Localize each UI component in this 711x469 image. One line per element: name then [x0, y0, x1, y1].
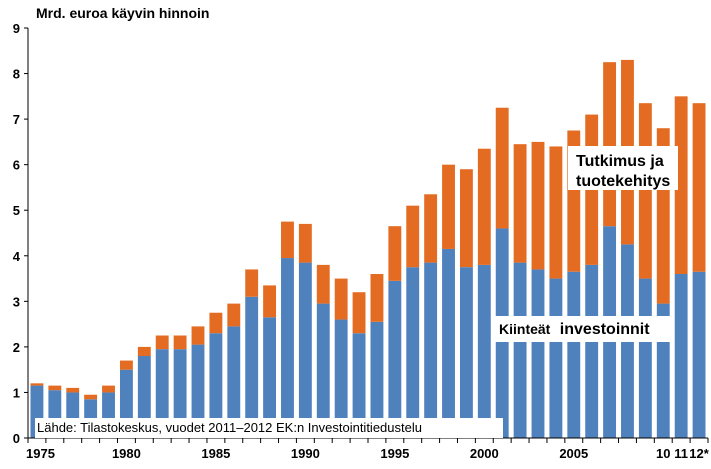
bar-fixed-investments — [227, 326, 241, 438]
x-tick-label: 1980 — [112, 446, 141, 461]
bar-rd — [388, 226, 402, 281]
bar-fixed-investments — [263, 317, 277, 438]
bar-fixed-investments — [137, 356, 151, 438]
bar-rd — [191, 326, 205, 345]
rd-label-bg — [568, 146, 678, 190]
bar-rd — [281, 221, 294, 259]
bar-rd — [298, 223, 312, 263]
bar-rd — [495, 107, 509, 229]
bar-fixed-investments — [281, 258, 294, 438]
y-tick-label: 6 — [13, 158, 20, 173]
bar-rd — [424, 194, 438, 263]
bar-rd — [406, 205, 420, 268]
bar-fixed-investments — [370, 321, 384, 438]
bar-fixed-investments — [155, 349, 169, 438]
bar-fixed-investments — [334, 319, 348, 438]
rd-label-line2: tuotekehitys — [576, 173, 670, 190]
bar-fixed-investments — [585, 264, 599, 438]
x-tick-label: 1985 — [201, 446, 230, 461]
bar-rd — [316, 264, 330, 304]
bar-rd — [352, 292, 366, 334]
bar-fixed-investments — [477, 264, 491, 438]
bar-rd — [84, 394, 98, 400]
y-axis: 0 1 2 3 4 5 6 7 8 9 — [13, 21, 29, 446]
bar-fixed-investments — [406, 267, 420, 438]
source-note: Lähde: Tilastokeskus, vuodet 2011–2012 E… — [37, 420, 422, 435]
rd-label-line1: Tutkimus ja — [576, 153, 664, 170]
fixed-label: Kiinteät investoinnit — [499, 321, 650, 338]
bar-fixed-investments — [531, 269, 545, 438]
bar-fixed-investments — [549, 278, 563, 438]
x-tick-label: 2000 — [470, 446, 499, 461]
x-tick-label: 11 — [674, 446, 688, 461]
bar-fixed-investments — [352, 333, 366, 438]
bar-rd — [173, 335, 187, 350]
bar-fixed-investments — [209, 333, 223, 438]
x-tick-label: 1995 — [380, 446, 409, 461]
bar-rd — [638, 103, 652, 279]
y-tick-label: 2 — [13, 340, 20, 355]
bar-rd — [137, 346, 151, 356]
y-tick-label: 3 — [13, 294, 20, 309]
bar-fixed-investments — [298, 262, 312, 438]
bar-rd — [674, 96, 688, 274]
source-note-bg — [35, 418, 503, 438]
y-tick-label: 0 — [13, 431, 20, 446]
x-tick-label: 2005 — [559, 446, 588, 461]
bar-rd — [66, 387, 80, 393]
x-tick-label: 1975 — [26, 446, 55, 461]
bar-rd — [30, 383, 44, 386]
bar-fixed-investments — [388, 280, 402, 438]
bar-fixed-investments — [638, 278, 652, 438]
bar-fixed-investments — [442, 248, 455, 438]
bar-rd — [155, 335, 169, 350]
bar-rd — [48, 385, 62, 391]
bar-rd — [119, 360, 133, 370]
bar-fixed-investments — [674, 274, 688, 438]
y-tick-label: 7 — [13, 112, 20, 127]
bar-rd — [531, 141, 545, 270]
x-tick-label: 1990 — [291, 446, 320, 461]
bar-fixed-investments — [459, 267, 473, 438]
bar-fixed-investments — [245, 296, 259, 438]
bar-rd — [245, 269, 259, 297]
bar-rd — [459, 169, 473, 268]
fixed-label-prefix: Kiinteät — [499, 321, 551, 337]
bar-fixed-investments — [692, 271, 706, 438]
bar-rd — [334, 278, 348, 320]
bar-rd — [209, 312, 223, 334]
x-tick-label: 10 — [656, 446, 670, 461]
y-tick-label: 9 — [13, 21, 20, 36]
x-tick-label: 12* — [689, 446, 709, 461]
bar-rd — [102, 385, 115, 393]
bar-fixed-investments — [513, 262, 527, 438]
bar-fixed-investments — [316, 303, 330, 438]
fixed-label-suffix: investoinnit — [560, 321, 650, 338]
x-axis: 1975 1980 1985 1990 1995 2000 2005 10 11 12* — [26, 437, 710, 461]
bar-rd — [442, 164, 455, 249]
bar-rd — [549, 146, 563, 279]
y-tick-label: 8 — [13, 67, 20, 82]
y-tick-label: 4 — [13, 249, 21, 264]
bar-rd — [227, 303, 241, 327]
bar-fixed-investments — [173, 349, 187, 438]
bar-fixed-investments — [424, 262, 438, 438]
bar-rd — [477, 148, 491, 265]
bar-rd — [603, 62, 617, 227]
y-axis-title: Mrd. euroa käyvin hinnoin — [36, 5, 209, 21]
bar-rd — [692, 103, 706, 272]
y-tick-label: 1 — [13, 385, 20, 400]
bar-rd — [370, 274, 384, 322]
bar-rd — [263, 285, 277, 318]
y-tick-label: 5 — [13, 203, 20, 218]
fixed-label-bg — [492, 316, 670, 342]
bar-rd — [513, 144, 527, 263]
bar-fixed-investments — [191, 344, 205, 438]
bars — [30, 59, 706, 438]
bar-fixed-investments — [567, 271, 581, 438]
